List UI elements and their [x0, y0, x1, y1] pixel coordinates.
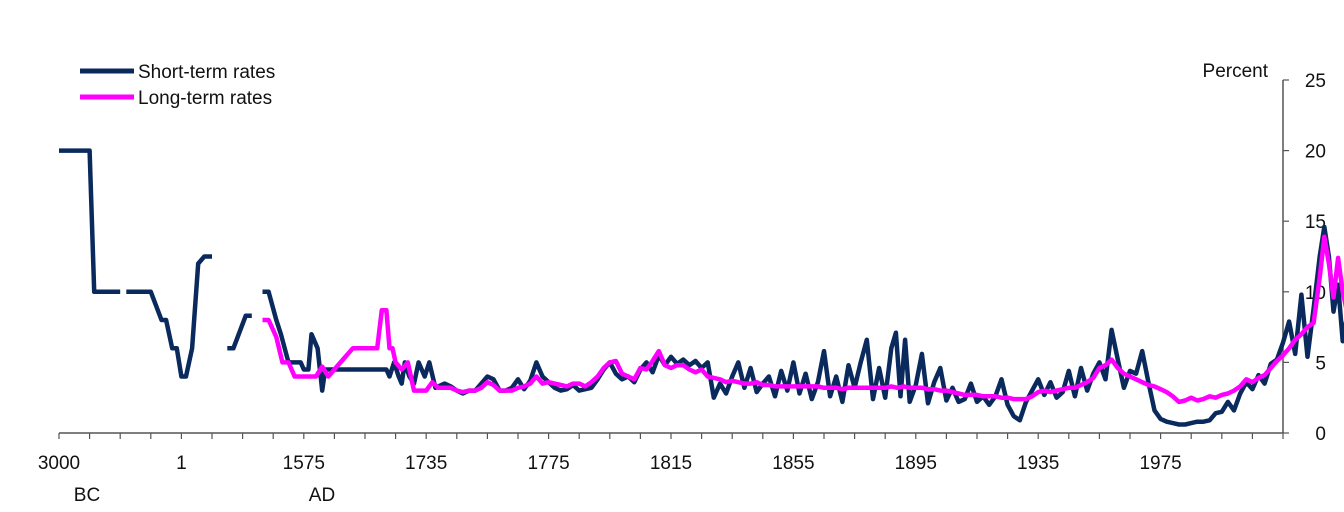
x-tick-label: 1975	[1139, 453, 1181, 474]
x-tick-label: 1575	[283, 453, 325, 474]
y-tick-label: 0	[1315, 424, 1326, 445]
x-tick-label: 1935	[1017, 453, 1059, 474]
legend-label-short: Short-term rates	[138, 62, 275, 83]
long-term-rates-line	[262, 234, 1344, 405]
era-label-bc: BC	[74, 485, 100, 506]
x-tick-label: 1	[176, 453, 187, 474]
era-label-ad: AD	[309, 485, 335, 506]
y-tick-label: 25	[1305, 71, 1326, 92]
x-tick-label: 1735	[405, 453, 447, 474]
x-tick-label: 1775	[527, 453, 569, 474]
legend-label-long: Long-term rates	[138, 88, 272, 109]
short-term-rates-line	[59, 148, 121, 295]
short-term-rates-line	[227, 313, 252, 351]
y-tick-label: 15	[1305, 212, 1326, 233]
legend: Short-term rates Long-term rates	[80, 62, 275, 109]
plot-lines	[59, 148, 1344, 427]
y-axis-unit-label: Percent	[1203, 61, 1269, 82]
y-tick-label: 20	[1305, 142, 1326, 163]
x-tick-label: 1855	[772, 453, 814, 474]
y-tick-label: 5	[1315, 353, 1326, 374]
x-ticks: 3000 1 1575 1735 1775 1815 1855 1895 1935 1975	[38, 433, 1284, 474]
x-tick-label: 1895	[895, 453, 937, 474]
x-tick-label: 3000	[38, 453, 80, 474]
short-term-rates-line	[126, 254, 212, 379]
x-tick-label: 1815	[650, 453, 692, 474]
